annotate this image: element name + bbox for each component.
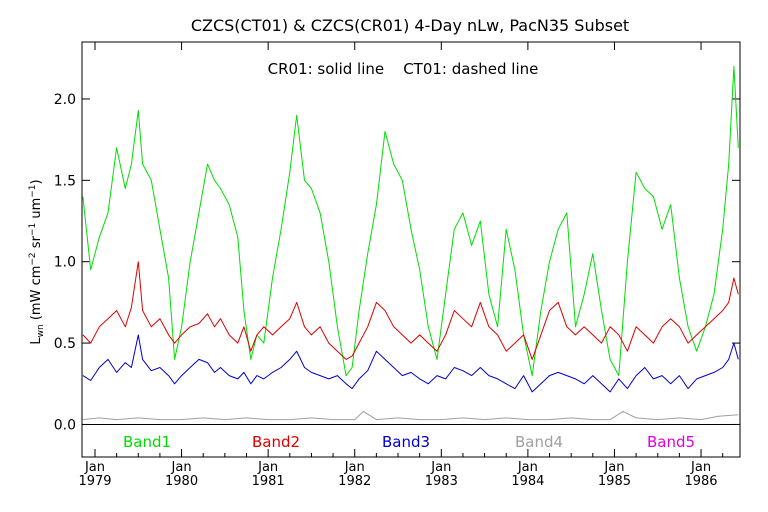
legend-label-band1: Band1 [123, 433, 171, 451]
x-tick-year-label: 1981 [252, 474, 285, 489]
x-tick-month-label: Jan [171, 460, 192, 475]
x-tick-month-label: Jan [344, 460, 365, 475]
x-tick-year-label: 1986 [684, 474, 717, 489]
series-line-band1 [82, 65, 739, 377]
plot-frame [81, 41, 741, 458]
legend-label-band3: Band3 [382, 433, 430, 451]
series-line-band3 [82, 334, 739, 393]
series-line-band2 [82, 261, 739, 360]
series-line-band4 [82, 410, 739, 421]
line-style-annotation: CR01: solid line CT01: dashed line [268, 60, 539, 78]
legend-label-band5: Band5 [647, 433, 695, 451]
legend-label-band2: Band2 [252, 433, 300, 451]
x-tick-month-label: Jan [430, 460, 451, 475]
x-tick-month-label: Jan [690, 460, 711, 475]
y-tick-label: 2.0 [54, 92, 76, 108]
x-tick-year-label: 1982 [338, 474, 371, 489]
x-tick-year-label: 1980 [165, 474, 198, 489]
y-axis-label: Lwn (mW cm−2 sr−1 um−1) [28, 179, 46, 344]
y-tick-label: 1.5 [54, 173, 76, 189]
x-tick-month-label: Jan [257, 460, 278, 475]
y-tick-label: 0.5 [54, 336, 76, 352]
x-tick-month-label: Jan [517, 460, 538, 475]
x-tick-year-label: 1979 [78, 474, 111, 489]
x-tick-month-label: Jan [84, 460, 105, 475]
x-tick-month-label: Jan [603, 460, 624, 475]
x-tick-year-label: 1984 [511, 474, 544, 489]
legend-label-band4: Band4 [515, 433, 563, 451]
y-tick-label: 1.0 [54, 255, 76, 271]
x-tick-year-label: 1985 [598, 474, 631, 489]
y-tick-label: 0.0 [54, 417, 76, 433]
x-tick-year-label: 1983 [425, 474, 458, 489]
chart-title: CZCS(CT01) & CZCS(CR01) 4-Day nLw, PacN3… [191, 16, 629, 35]
